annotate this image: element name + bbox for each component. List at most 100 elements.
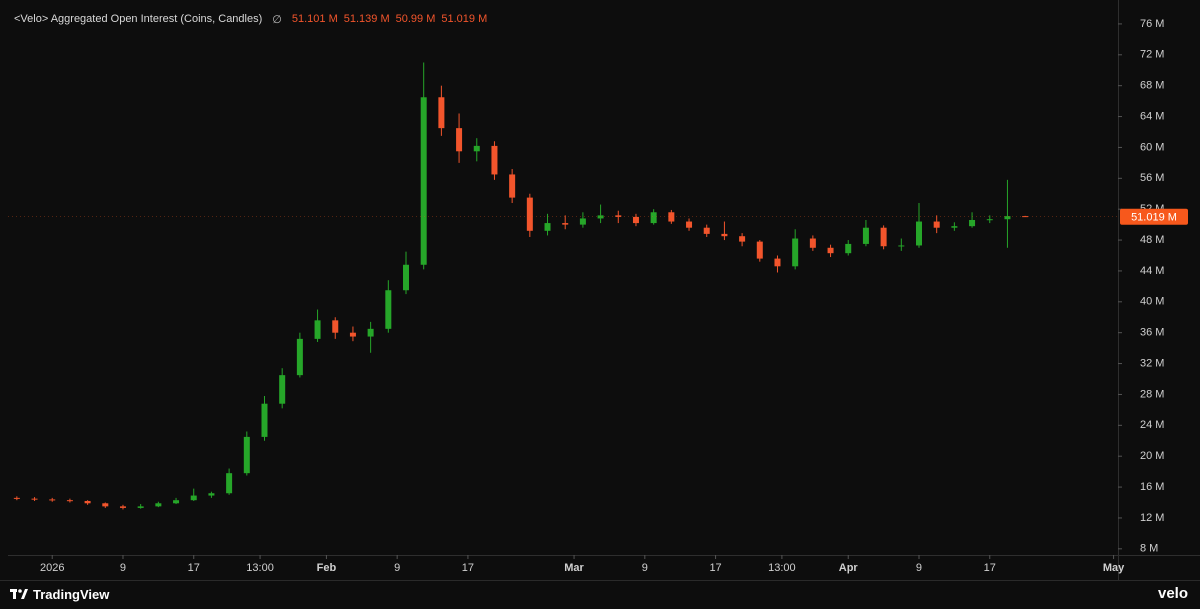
candle-body: [668, 212, 675, 222]
candle-body: [915, 221, 922, 246]
candle: [951, 222, 958, 231]
candle-body: [190, 495, 197, 501]
candle-body: [261, 403, 268, 437]
candle-body: [703, 227, 710, 234]
candle-body: [792, 238, 799, 267]
y-tick-label: 72 M: [1140, 49, 1164, 61]
candle: [473, 138, 480, 162]
candle-body: [969, 219, 976, 227]
footer: TradingView velo: [0, 580, 1200, 609]
candle: [31, 497, 38, 501]
candle-body: [544, 223, 551, 231]
candle: [721, 221, 728, 241]
x-tick-label: 13:00: [246, 562, 274, 574]
candle: [173, 497, 180, 505]
candle: [686, 218, 693, 231]
candle-body: [721, 233, 728, 237]
y-tick-label: 40 M: [1140, 296, 1164, 308]
x-tick-label: 17: [188, 562, 200, 574]
candle: [774, 255, 781, 273]
x-tick-label: May: [1103, 562, 1125, 574]
y-tick-label: 24 M: [1140, 419, 1164, 431]
brand[interactable]: TradingView: [10, 587, 109, 602]
candle: [526, 193, 533, 237]
candle: [845, 240, 852, 256]
candle: [49, 497, 56, 502]
y-tick-label: 48 M: [1140, 234, 1164, 246]
x-tick-label: 9: [394, 562, 400, 574]
candle-body: [739, 236, 746, 242]
candle-body: [1022, 216, 1029, 218]
candle-body: [456, 128, 463, 152]
chart: 8 M 12 M 16 M 20 M 24 M 28 M 32 M 36 M 40 M 44 M 4…: [8, 0, 1200, 580]
candle: [544, 213, 551, 236]
candle: [314, 309, 321, 342]
candle: [827, 244, 834, 258]
candle-body: [49, 499, 56, 501]
candle: [898, 238, 905, 251]
candle: [226, 468, 233, 495]
plot-area: [8, 62, 1118, 510]
candle: [491, 141, 498, 180]
candle: [597, 204, 604, 224]
low-value: 50.99 M: [395, 13, 436, 25]
x-tick-label: Apr: [839, 562, 859, 574]
candle: [1004, 179, 1011, 248]
candle: [986, 215, 993, 224]
candle-body: [615, 215, 622, 217]
y-tick-label: 68 M: [1140, 80, 1164, 92]
candle-body: [137, 506, 144, 508]
candle-body: [367, 328, 374, 337]
candle: [66, 498, 73, 503]
candle: [332, 317, 339, 339]
candle-body: [296, 338, 303, 376]
candle: [862, 219, 869, 247]
candle-body: [509, 174, 516, 198]
y-tick-label: 20 M: [1140, 450, 1164, 462]
x-tick-label: 9: [916, 562, 922, 574]
candle-body: [349, 332, 356, 337]
y-tick-label: 8 M: [1140, 543, 1158, 555]
x-tick-label: 13:00: [768, 562, 796, 574]
candle-body: [562, 223, 569, 225]
candle-body: [66, 500, 73, 502]
y-tick-label: 28 M: [1140, 388, 1164, 400]
brand-icon: [10, 589, 28, 599]
candle: [456, 113, 463, 163]
candle-body: [403, 264, 410, 291]
candle-body: [986, 219, 993, 221]
candle: [579, 212, 586, 228]
candle-body: [756, 241, 763, 259]
candle: [668, 209, 675, 224]
candle-body: [385, 290, 392, 329]
brand-name: TradingView: [33, 587, 110, 602]
y-tick-label: 16 M: [1140, 481, 1164, 493]
candle: [632, 213, 639, 227]
candle-body: [119, 506, 126, 508]
candle-body: [845, 243, 852, 254]
y-tick-label: 76 M: [1140, 18, 1164, 30]
candle-body: [491, 145, 498, 175]
candle-body: [84, 500, 91, 504]
candle: [703, 224, 710, 237]
candle: [933, 215, 940, 234]
candle: [562, 215, 569, 230]
x-tick-label: 9: [642, 562, 648, 574]
candle: [420, 62, 427, 270]
y-tick-label: 64 M: [1140, 110, 1164, 122]
y-tick-label: 56 M: [1140, 172, 1164, 184]
candle-body: [155, 503, 162, 507]
y-tick-label: 32 M: [1140, 357, 1164, 369]
candle-body: [774, 258, 781, 267]
y-tick-label: 36 M: [1140, 327, 1164, 339]
y-tick-label: 44 M: [1140, 265, 1164, 277]
candle-body: [933, 221, 940, 228]
candle-body: [951, 226, 958, 228]
candle-body: [438, 97, 445, 129]
candle-body: [827, 247, 834, 254]
candle: [792, 229, 799, 270]
candle: [809, 235, 816, 251]
open-value: 51.101 M: [291, 13, 338, 25]
